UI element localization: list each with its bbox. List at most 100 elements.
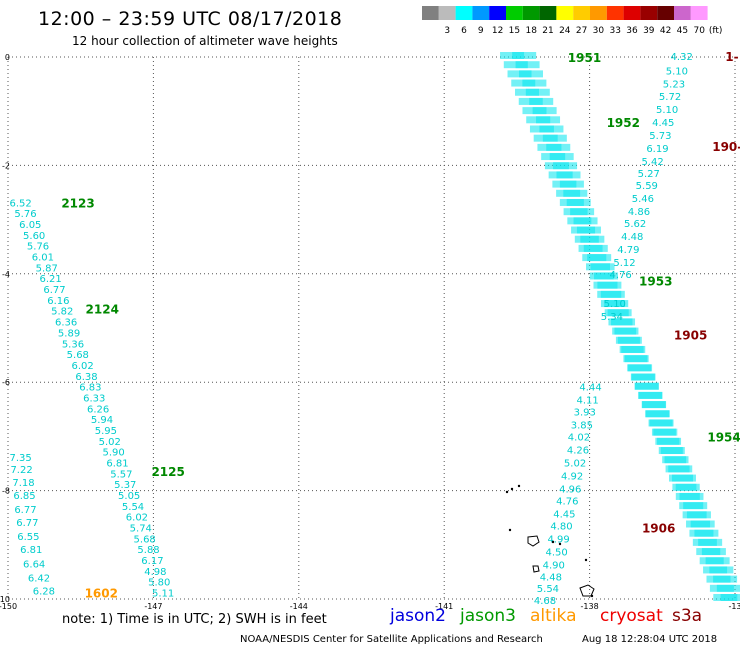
wave-height-value: 5.10	[604, 299, 626, 310]
scale-label: 30	[593, 26, 605, 36]
credit-line: NOAA/NESDIS Center for Satellite Applica…	[240, 634, 543, 645]
wave-height-value: 5.59	[636, 181, 658, 192]
wave-height-value: 4.32	[671, 52, 693, 63]
scale-swatch	[522, 6, 540, 20]
scale-label: 39	[643, 26, 655, 36]
wave-height-value: 6.02	[126, 513, 148, 524]
wave-height-value: 4.76	[609, 270, 631, 281]
pass-time-label: 2125	[151, 465, 184, 479]
scale-label: 9	[478, 26, 484, 36]
wave-height-value: 5.68	[134, 534, 156, 545]
scale-swatch	[472, 6, 490, 20]
wave-height-value: 6.81	[106, 459, 128, 470]
pass-time-label: 1954	[707, 430, 740, 444]
wave-height-value: 4.02	[568, 432, 590, 443]
scale-label: 3	[444, 26, 450, 36]
wave-height-value: 5.88	[137, 545, 159, 556]
wave-height-value: 5.10	[666, 67, 688, 78]
wave-height-value: 5.37	[114, 480, 136, 491]
wave-height-value: 5.54	[537, 584, 559, 595]
wave-height-value: 4.80	[550, 521, 572, 532]
color-scale-legend: 3 6 9 12 15 18 21 24 27 30 33 36 39 42 45 70 (ft)	[422, 6, 723, 36]
page-subtitle: 12 hour collection of altimeter wave hei…	[72, 34, 338, 48]
wave-height-value: 5.94	[91, 415, 113, 426]
wave-height-value: 5.34	[601, 312, 623, 323]
lat-tick-label: -2	[2, 161, 10, 170]
wave-height-value: 5.73	[649, 131, 671, 142]
wave-height-value: 6.17	[141, 556, 163, 567]
wave-height-value: 3.85	[571, 421, 593, 432]
scale-swatch	[674, 6, 691, 20]
wave-height-value: 4.26	[567, 445, 589, 456]
scale-unit: (ft)	[709, 26, 723, 36]
legend-s3a: s3a	[672, 606, 703, 626]
pass-time-label: 1602	[85, 587, 118, 601]
lon-tick-label: -138	[581, 602, 599, 610]
wave-height-value: 4.76	[556, 496, 578, 507]
pass-time-label: 2124	[86, 303, 119, 317]
wave-height-value: 5.02	[564, 459, 586, 470]
pass-time-label: 1905	[674, 329, 707, 343]
scale-label: 33	[609, 26, 620, 36]
scale-swatch	[556, 6, 574, 20]
wave-height-value: 6.77	[14, 505, 36, 516]
wave-height-value: 6.85	[13, 491, 35, 502]
pass-time-label: 2123	[61, 196, 94, 210]
legend-cryosat: cryosat	[600, 606, 663, 626]
wave-height-value: 7.35	[9, 453, 31, 464]
scale-swatch	[640, 6, 658, 20]
wave-height-value: 5.12	[613, 258, 635, 269]
wave-height-value: 4.48	[621, 232, 643, 243]
wave-height-value: 4.45	[553, 509, 575, 520]
scale-label: 12	[492, 26, 503, 36]
wave-height-value: 6.77	[16, 518, 38, 529]
wave-height-value: 5.87	[36, 263, 58, 274]
wave-height-value: 5.02	[99, 437, 121, 448]
wave-height-value: 7.22	[10, 465, 32, 476]
scale-label: 21	[542, 26, 553, 36]
wave-height-value: 5.68	[67, 350, 89, 361]
wave-height-value: 6.21	[40, 274, 62, 285]
wave-height-value: 4.92	[561, 472, 583, 483]
scale-swatch	[422, 6, 439, 20]
wave-height-value: 5.42	[641, 157, 663, 168]
wave-height-value: 4.11	[577, 396, 599, 407]
wave-height-value: 5.05	[118, 491, 140, 502]
wave-height-value: 5.10	[656, 105, 678, 116]
scale-label: 15	[509, 26, 520, 36]
lat-tick-label: -6	[2, 378, 10, 387]
wave-height-value: 5.36	[62, 339, 84, 350]
wave-height-value: 6.33	[83, 393, 105, 404]
wave-height-value: 4.96	[559, 485, 581, 496]
scale-label: 24	[559, 26, 571, 36]
lat-tick-label: -10	[0, 595, 10, 604]
wave-height-value: 6.16	[47, 296, 69, 307]
wave-height-value: 5.95	[95, 426, 117, 437]
wave-height-value: 4.90	[543, 560, 565, 571]
wave-height-value: 4.79	[617, 245, 639, 256]
legend-jason2: jason2	[390, 606, 446, 626]
scale-swatch	[455, 6, 473, 20]
lon-tick-label: -144	[290, 602, 308, 610]
lon-tick-label: -147	[144, 602, 162, 610]
pass-time-label: 1-	[725, 50, 738, 64]
wave-height-value: 5.90	[103, 448, 125, 459]
wave-height-value: 5.80	[148, 578, 170, 589]
scale-label: 27	[576, 26, 587, 36]
page-title: 12:00 – 23:59 UTC 08/17/2018	[38, 8, 343, 30]
wave-height-value: 5.89	[58, 328, 80, 339]
wave-height-value: 4.99	[547, 534, 569, 545]
wave-height-value: 6.36	[55, 318, 77, 329]
wave-height-value: 5.72	[659, 92, 681, 103]
pass-time-label: 1953	[639, 274, 672, 288]
pass-time-label: 190-	[712, 140, 740, 154]
scale-swatch	[606, 6, 624, 20]
wave-height-value: 6.83	[79, 383, 101, 394]
scale-label: 18	[525, 26, 537, 36]
scale-swatch	[506, 6, 523, 20]
wave-height-value: 5.11	[152, 589, 174, 600]
track-streak-d	[500, 52, 740, 601]
scale-swatch	[539, 6, 557, 20]
lat-tick-label: -4	[2, 270, 10, 279]
wave-height-value: 4.86	[628, 207, 650, 218]
